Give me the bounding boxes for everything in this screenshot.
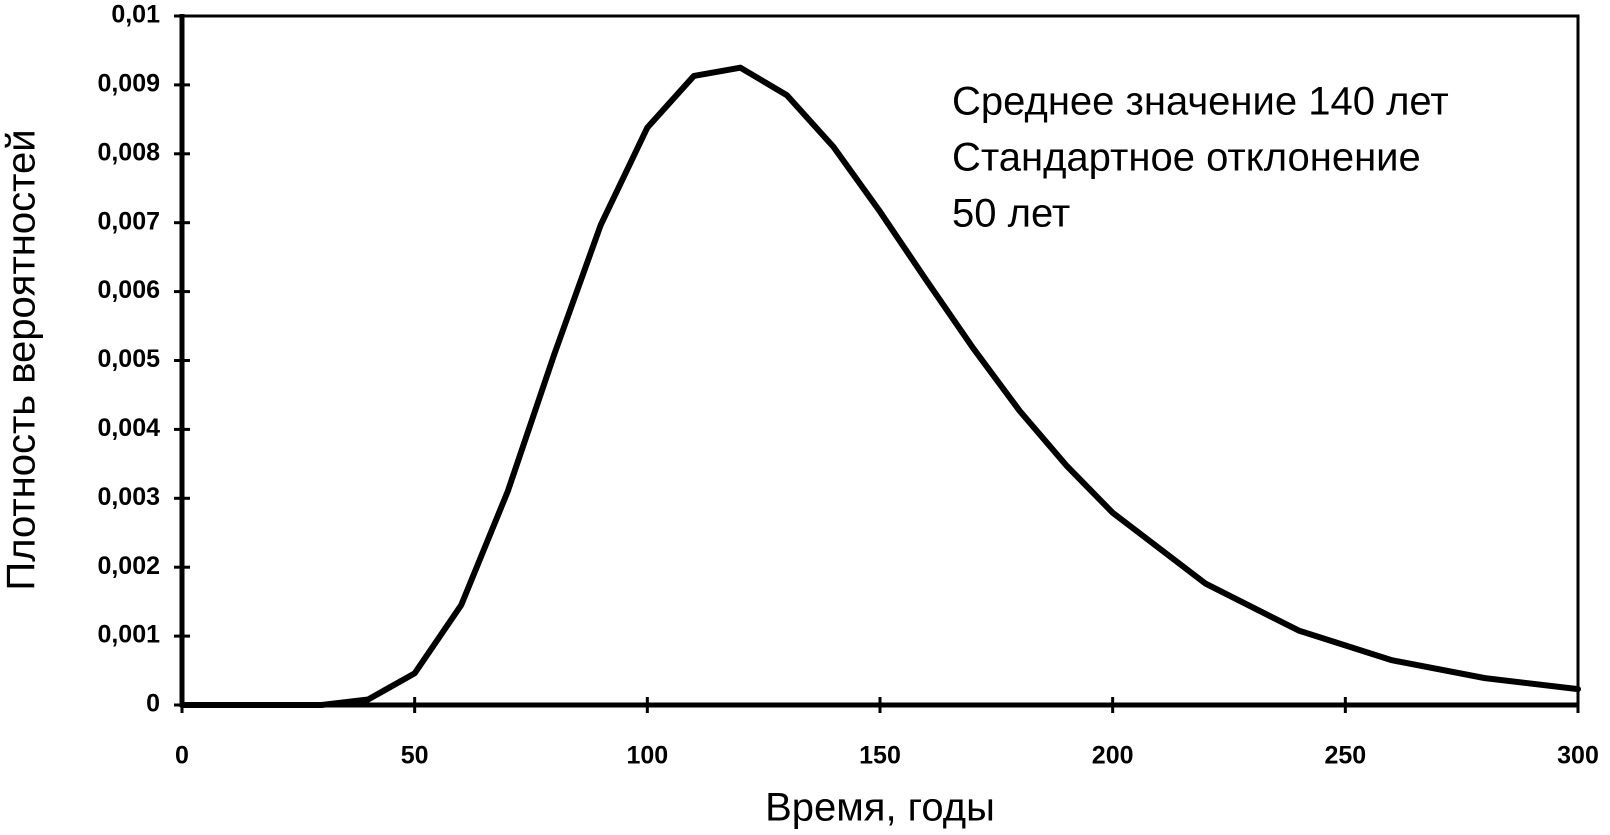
annotation: 50 лет: [952, 192, 1070, 236]
x-axis-title: Время, годы: [765, 786, 995, 830]
y-tick-label: 0,005: [97, 345, 160, 373]
x-tick-label: 300: [1557, 742, 1599, 770]
x-tick-label: 150: [859, 742, 901, 770]
y-tick-label: 0,002: [97, 552, 160, 580]
y-tick-label: 0,01: [111, 1, 160, 29]
y-axis-title: Плотность вероятностей: [0, 129, 44, 590]
x-tick-label: 100: [626, 742, 668, 770]
annotation: Стандартное отклонение: [952, 136, 1421, 180]
y-tick-label: 0,003: [97, 483, 160, 511]
line-series: [179, 64, 1581, 708]
x-tick-label: 50: [401, 742, 429, 770]
x-tick-label: 200: [1092, 742, 1134, 770]
y-tick-label: 0,004: [97, 414, 160, 442]
y-tick-label: 0,007: [97, 207, 160, 235]
x-tick-label: 0: [175, 742, 189, 770]
y-tick-label: 0,006: [97, 276, 160, 304]
y-tick-label: 0: [146, 690, 160, 718]
y-tick-label: 0,008: [97, 138, 160, 166]
x-tick-label: 250: [1324, 742, 1366, 770]
annotation: Среднее значение 140 лет: [952, 80, 1449, 124]
y-tick-label: 0,009: [97, 70, 160, 98]
y-tick-label: 0,001: [97, 621, 160, 649]
